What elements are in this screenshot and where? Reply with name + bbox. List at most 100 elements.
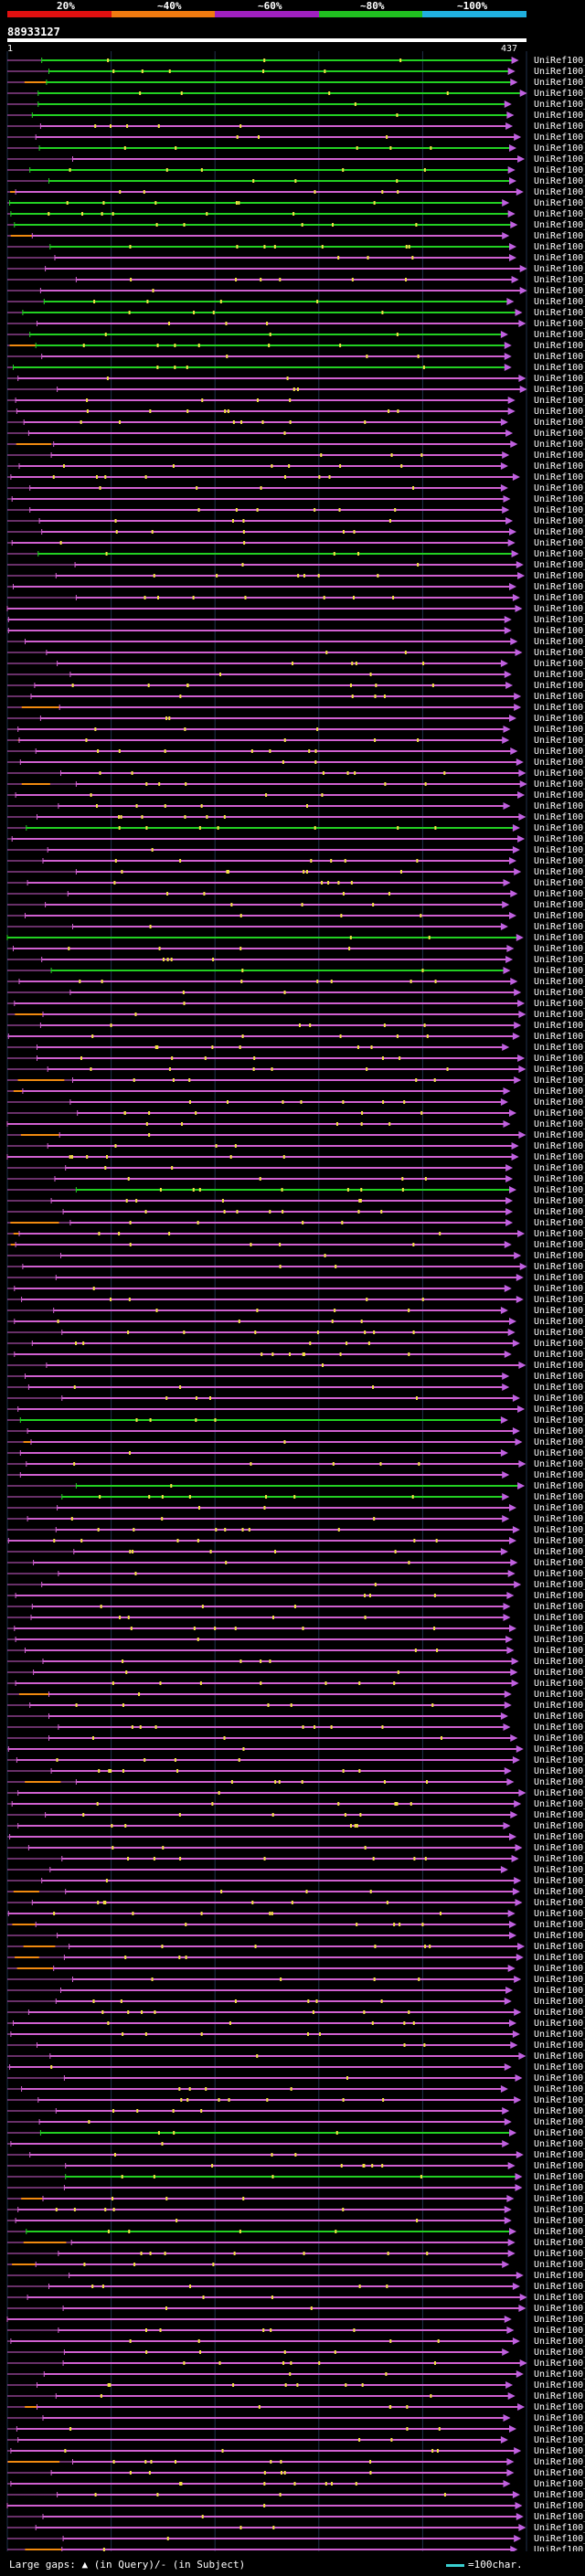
hit-label[interactable]: UniRef100_A8TB23 (534, 911, 585, 921)
hit-row[interactable]: UniRef100_Q9M411 (7, 165, 585, 175)
hit-label[interactable]: UniRef100_Q93B31 (534, 1426, 585, 1436)
hit-row[interactable]: UniRef100_UP1000... (7, 154, 585, 164)
hit-label[interactable]: UniRef100_C0Z2D6 (534, 1668, 585, 1678)
hit-row[interactable]: UniRef100_A7S6E0 (7, 2260, 585, 2270)
hit-row[interactable]: UniRef100_B9RMX0 (7, 725, 585, 735)
hit-label[interactable]: UniRef100_Q2YHP5 (534, 341, 585, 351)
hit-row[interactable]: UniRef100_UP1000... (7, 1821, 585, 1831)
hit-row[interactable]: UniRef100_Q9LFR3 (7, 1273, 585, 1283)
hit-label[interactable]: UniRef100_A7Q9P7 (534, 1810, 585, 1820)
hit-label[interactable]: UniRef100_Q42127 (534, 2380, 585, 2390)
hit-row[interactable]: UniRef100_Q9S1N6 (7, 1262, 585, 1272)
hit-label[interactable]: UniRef100_B4H1U7 (534, 1931, 585, 1941)
hit-label[interactable]: UniRef100_B9FL11 (534, 549, 585, 559)
hit-row[interactable]: UniRef100_B9H9E0 (7, 703, 585, 713)
hit-row[interactable]: UniRef100_Q41289 (7, 1415, 585, 1426)
hit-label[interactable]: UniRef100_B9GWH6 (534, 2293, 585, 2303)
hit-label[interactable]: UniRef100_Q8LUK3 (534, 1558, 585, 1568)
hit-row[interactable]: UniRef100_UP1000... (7, 1163, 585, 1173)
hit-label[interactable]: UniRef100_Q9X8Q2 (534, 988, 585, 998)
hit-row[interactable]: UniRef100_O43375 (7, 319, 585, 329)
hit-label[interactable]: UniRef100_A3QB50 (534, 2490, 585, 2500)
hit-label[interactable]: UniRef100_B7RK12 (534, 1744, 585, 1754)
hit-label[interactable]: UniRef100_Q23370 (534, 1119, 585, 1129)
hit-label[interactable]: UniRef100_A8DIZ7 (534, 2348, 585, 2358)
hit-row[interactable]: UniRef100_Q7TDK1 (7, 374, 585, 384)
hit-row[interactable]: UniRef100_UP1000... (7, 670, 585, 680)
hit-row[interactable]: UniRef100_A7QFS2 (7, 681, 585, 691)
hit-row[interactable]: UniRef100_A7HF96 (7, 1679, 585, 1689)
hit-row[interactable]: UniRef100_Q39614 (7, 769, 585, 779)
hit-label[interactable]: UniRef100_A5BQP0 (534, 659, 585, 669)
hit-label[interactable]: UniRef100_Q9T015 (534, 78, 585, 88)
hit-label[interactable]: UniRef100_C6TLD2 (534, 1361, 585, 1371)
hit-row[interactable]: UniRef100_Q09083 (7, 2205, 585, 2215)
hit-label[interactable]: UniRef100_A8DJ25 (534, 2084, 585, 2094)
hit-label[interactable]: UniRef100_P93797 (534, 1799, 585, 1809)
hit-label[interactable]: UniRef100_B4HE19 (534, 2326, 585, 2336)
hit-label[interactable]: UniRef100_A9Z375 (534, 1207, 585, 1217)
hit-label[interactable]: UniRef100_Q9M411 (534, 165, 585, 175)
hit-row[interactable]: UniRef100_A0MSK8 (7, 1657, 585, 1667)
hit-label[interactable]: UniRef100_A4UNM7 (534, 1986, 585, 1996)
hit-label[interactable]: UniRef100_C3ZUN4 (534, 2457, 585, 2467)
hit-row[interactable]: UniRef100_A5B1L6 (7, 648, 585, 658)
hit-row[interactable]: UniRef100_Q304C4 (7, 878, 585, 888)
hit-label[interactable]: UniRef100_A5BQP1 (534, 736, 585, 746)
hit-label[interactable]: UniRef100_A7N526 (534, 1898, 585, 1908)
hit-label[interactable]: UniRef100_Q9M402 (534, 604, 585, 614)
hit-row[interactable]: UniRef100_B4FJ95 (7, 2161, 585, 2171)
hit-row[interactable]: UniRef100_A7A532 (7, 1646, 585, 1656)
hit-row[interactable]: UniRef100_B9SEM7 (7, 472, 585, 482)
hit-row[interactable]: UniRef100_C3TYK0 (7, 1394, 585, 1404)
hit-label[interactable]: UniRef100_A4U0S5 (534, 1723, 585, 1733)
hit-label[interactable]: UniRef100_A7QFS2 (534, 681, 585, 691)
hit-row[interactable]: UniRef100_A0YDQ2 (7, 1602, 585, 1612)
hit-row[interactable]: UniRef100_Q9M412 (7, 352, 585, 362)
hit-row[interactable]: UniRef100_C1E437 (7, 1218, 585, 1228)
hit-label[interactable]: UniRef100_C5ZPP4 (534, 2227, 585, 2237)
hit-row[interactable]: UniRef100_B4H1U7 (7, 1931, 585, 1941)
hit-label[interactable]: UniRef100_UP1000... (534, 2062, 585, 2072)
hit-row[interactable]: UniRef100_Q9FSP9 (7, 1788, 585, 1798)
hit-row[interactable]: UniRef100_Q9M7P0 (7, 56, 585, 66)
hit-label[interactable]: UniRef100_A7QFJ7 (534, 2150, 585, 2160)
hit-row[interactable]: UniRef100_B9F7D4 (7, 286, 585, 296)
hit-label[interactable]: UniRef100_A7IUT7 (534, 779, 585, 790)
hit-label[interactable]: UniRef100_Q9KD51 (534, 2117, 585, 2127)
hit-row[interactable]: UniRef100_B9RUF0 (7, 1229, 585, 1239)
hit-label[interactable]: UniRef100_B4MFX5 (534, 2051, 585, 2062)
hit-label[interactable]: UniRef100_A7J7R9 (534, 2106, 585, 2116)
hit-row[interactable]: UniRef100_Q9M6R7 (7, 1097, 585, 1108)
hit-row[interactable]: UniRef100_A3WNT3 (7, 2238, 585, 2248)
hit-label[interactable]: UniRef100_Q39375 (534, 1284, 585, 1294)
hit-row[interactable]: UniRef100_A5B0P2 (7, 133, 585, 143)
hit-label[interactable]: UniRef100_UP1000... (534, 2534, 585, 2544)
hit-label[interactable]: UniRef100_B9N4U0 (534, 516, 585, 526)
hit-label[interactable]: UniRef100_A8YZQ5 (534, 1405, 585, 1415)
hit-row[interactable]: UniRef100_A4GZA8 (7, 2468, 585, 2478)
hit-row[interactable]: UniRef100_Q39949 (7, 615, 585, 625)
hit-row[interactable]: UniRef100_Q9FZE9 (7, 275, 585, 285)
hit-row[interactable]: UniRef100_A3QBX4 (7, 1975, 585, 1985)
hit-row[interactable]: UniRef100_A7QFJ7 (7, 2150, 585, 2160)
hit-row[interactable]: UniRef100_A8DJ05 (7, 1843, 585, 1853)
hit-label[interactable]: UniRef100_Q9M564 (534, 1766, 585, 1776)
hit-row[interactable]: UniRef100_A8DJ09 (7, 2183, 585, 2193)
hit-row[interactable]: UniRef100_A7JX79 (7, 1547, 585, 1557)
hit-row[interactable]: UniRef100_UP1000... (7, 1701, 585, 1711)
hit-label[interactable]: UniRef100_Q9SXM4 (534, 692, 585, 702)
hit-label[interactable]: UniRef100_Q9FSG0 (534, 1712, 585, 1722)
hit-row[interactable]: UniRef100_Q9FSG1 (7, 637, 585, 647)
hit-label[interactable]: UniRef100_C9J4V2 (534, 1317, 585, 1327)
hit-label[interactable]: UniRef100_Q9FUR6 (534, 977, 585, 987)
hit-row[interactable]: UniRef100_Q39835 (7, 1777, 585, 1787)
hit-label[interactable]: UniRef100_P10345-2 (534, 933, 585, 943)
hit-row[interactable]: UniRef100_B4B2P6 (7, 966, 585, 976)
hit-row[interactable]: UniRef100_B4AM77 (7, 2041, 585, 2051)
hit-row[interactable]: UniRef100_A8YZQ5 (7, 1405, 585, 1415)
hit-row[interactable]: UniRef100_P08012 (7, 264, 585, 274)
hit-row[interactable]: UniRef100_A0A012 (6, 2315, 585, 2325)
hit-label[interactable]: UniRef100_A8DJ04 (534, 2446, 585, 2456)
hit-label[interactable]: UniRef100_Q8HQB0 (534, 747, 585, 757)
